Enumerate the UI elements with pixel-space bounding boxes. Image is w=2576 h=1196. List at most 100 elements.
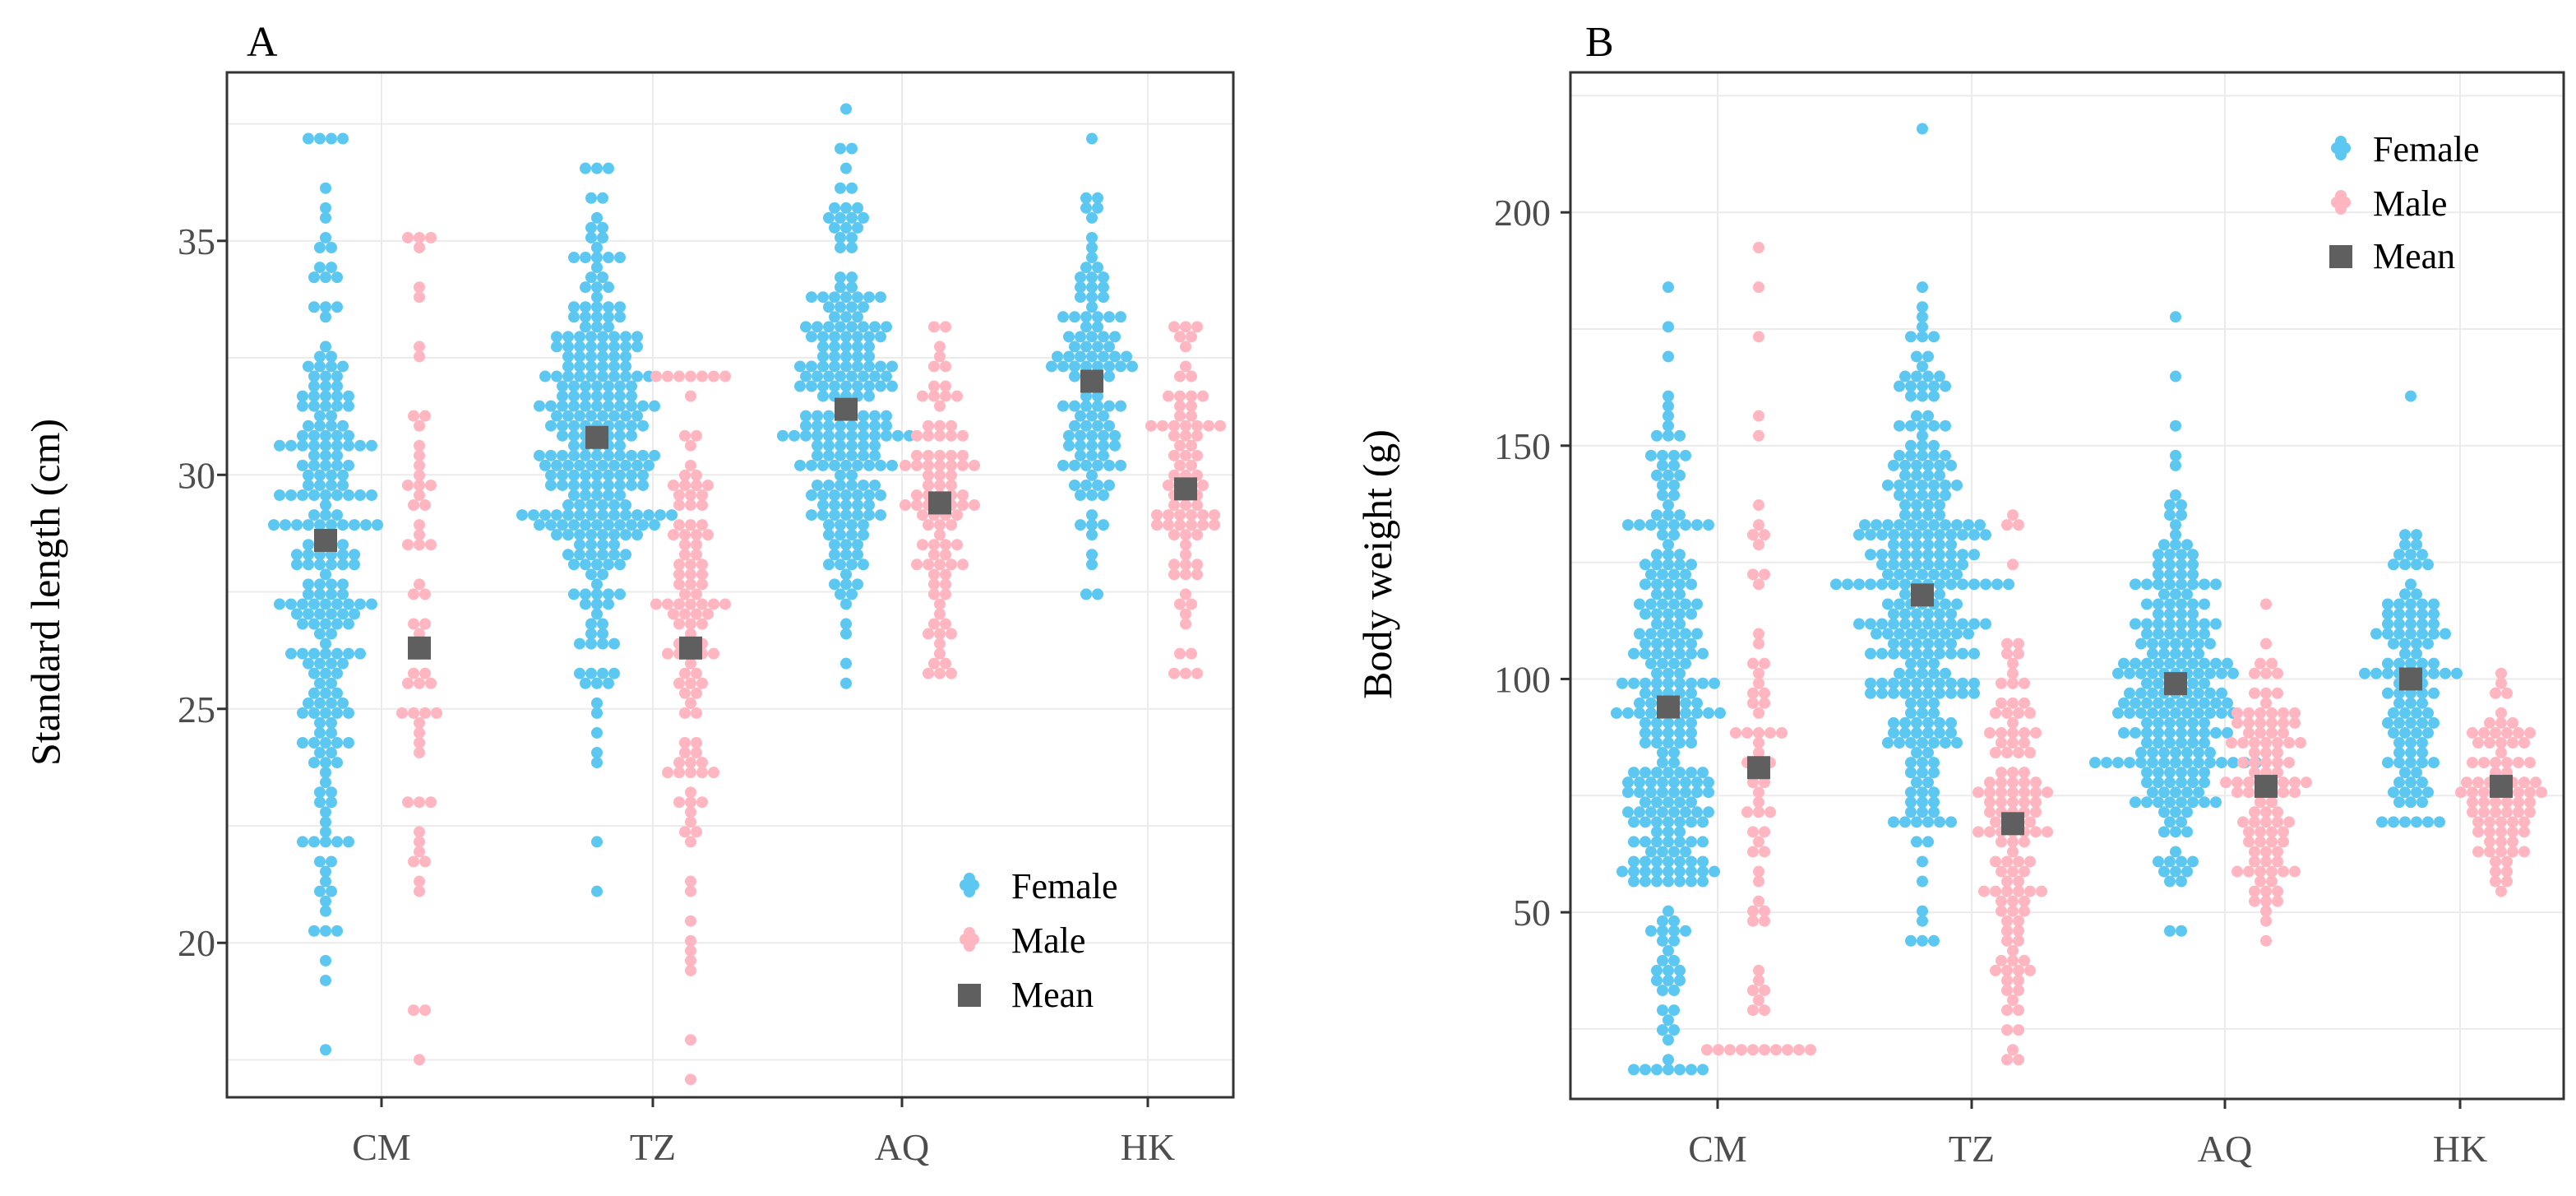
male-point: [2024, 964, 2036, 976]
female-point: [1663, 469, 1674, 481]
female-point: [2164, 737, 2176, 749]
male-point: [1747, 1004, 1759, 1017]
female-point: [1657, 925, 1668, 937]
female-point: [314, 855, 326, 868]
female-point: [1991, 578, 2003, 591]
female-point: [349, 608, 360, 620]
female-point: [1957, 618, 1968, 630]
female-point: [2388, 637, 2399, 650]
female-point: [2147, 687, 2158, 699]
female-point: [846, 420, 858, 432]
female-point: [354, 598, 366, 610]
female-point: [320, 568, 331, 581]
male-point: [685, 489, 696, 501]
male-point: [1191, 667, 1203, 679]
female-point: [314, 578, 326, 591]
male-point: [1197, 479, 1209, 491]
male-point: [2243, 826, 2255, 838]
female-point: [1628, 855, 1639, 868]
male-point: [2243, 726, 2255, 739]
female-point: [326, 360, 337, 373]
male-point: [1174, 410, 1186, 422]
female-point: [829, 499, 840, 512]
female-point: [562, 459, 574, 471]
female-point: [268, 519, 280, 531]
male-point: [1174, 370, 1186, 382]
female-point: [1894, 598, 1905, 610]
female-point: [603, 380, 614, 392]
female-point: [2181, 826, 2193, 838]
male-point: [685, 390, 696, 402]
male-point: [2231, 707, 2243, 719]
female-point: [1063, 331, 1075, 343]
female-point: [580, 489, 591, 501]
female-point: [1917, 568, 1928, 581]
male-point: [2249, 816, 2260, 828]
female-point: [875, 509, 886, 522]
female-point: [574, 539, 585, 551]
male-point: [1174, 331, 1186, 343]
female-point: [614, 519, 626, 531]
male-point: [419, 618, 431, 630]
male-point: [1186, 519, 1197, 531]
male-point: [1168, 529, 1180, 541]
male-point: [1753, 707, 1764, 719]
male-point: [414, 539, 425, 551]
female-point: [858, 321, 869, 333]
male-point: [2260, 855, 2272, 868]
male-point: [2495, 885, 2507, 897]
female-point: [1086, 301, 1098, 313]
female-point: [1691, 697, 1703, 709]
female-point: [777, 429, 789, 442]
female-point: [1853, 578, 1865, 591]
female-point: [308, 429, 320, 442]
female-point: [557, 400, 568, 412]
female-point: [2187, 697, 2199, 709]
male-point: [2484, 816, 2495, 828]
male-point: [2007, 509, 2019, 522]
female-point: [1686, 647, 1697, 660]
female-point: [1639, 1064, 1651, 1076]
female-point: [1922, 350, 1934, 363]
female-point: [2176, 776, 2187, 789]
female-point: [1922, 370, 1934, 382]
female-point: [1686, 559, 1697, 571]
male-point: [2001, 707, 2013, 719]
female-point: [806, 489, 817, 501]
male-point: [679, 826, 691, 838]
female-point: [2158, 826, 2170, 838]
female-point: [1663, 667, 1674, 679]
female-point: [326, 350, 337, 363]
female-point: [1098, 281, 1109, 294]
male-point: [1180, 549, 1191, 561]
female-point: [2210, 578, 2222, 591]
female-point: [2181, 865, 2193, 878]
female-point: [823, 410, 835, 422]
female-point: [863, 390, 875, 402]
female-point: [869, 479, 881, 491]
male-point: [2001, 875, 2013, 888]
female-point: [1905, 331, 1917, 343]
female-point: [1957, 529, 1968, 541]
female-point: [1639, 767, 1651, 779]
female-point: [1651, 855, 1663, 868]
female-point: [1686, 796, 1697, 809]
female-point: [1657, 954, 1668, 967]
female-point: [846, 559, 858, 571]
female-point: [1651, 836, 1663, 848]
male-point: [685, 964, 696, 976]
female-point: [1905, 796, 1917, 809]
female-point: [303, 420, 314, 432]
female-point: [1922, 816, 1934, 828]
female-point: [1680, 697, 1691, 709]
female-point: [817, 331, 829, 343]
male-point: [1168, 321, 1180, 333]
female-point: [1680, 776, 1691, 789]
female-point: [308, 836, 320, 848]
male-point: [928, 657, 940, 670]
x-tick-label-aq: AQ: [2198, 1128, 2252, 1170]
female-point: [1086, 410, 1098, 422]
female-point: [557, 449, 568, 461]
female-point: [835, 429, 846, 442]
male-point: [414, 836, 425, 848]
